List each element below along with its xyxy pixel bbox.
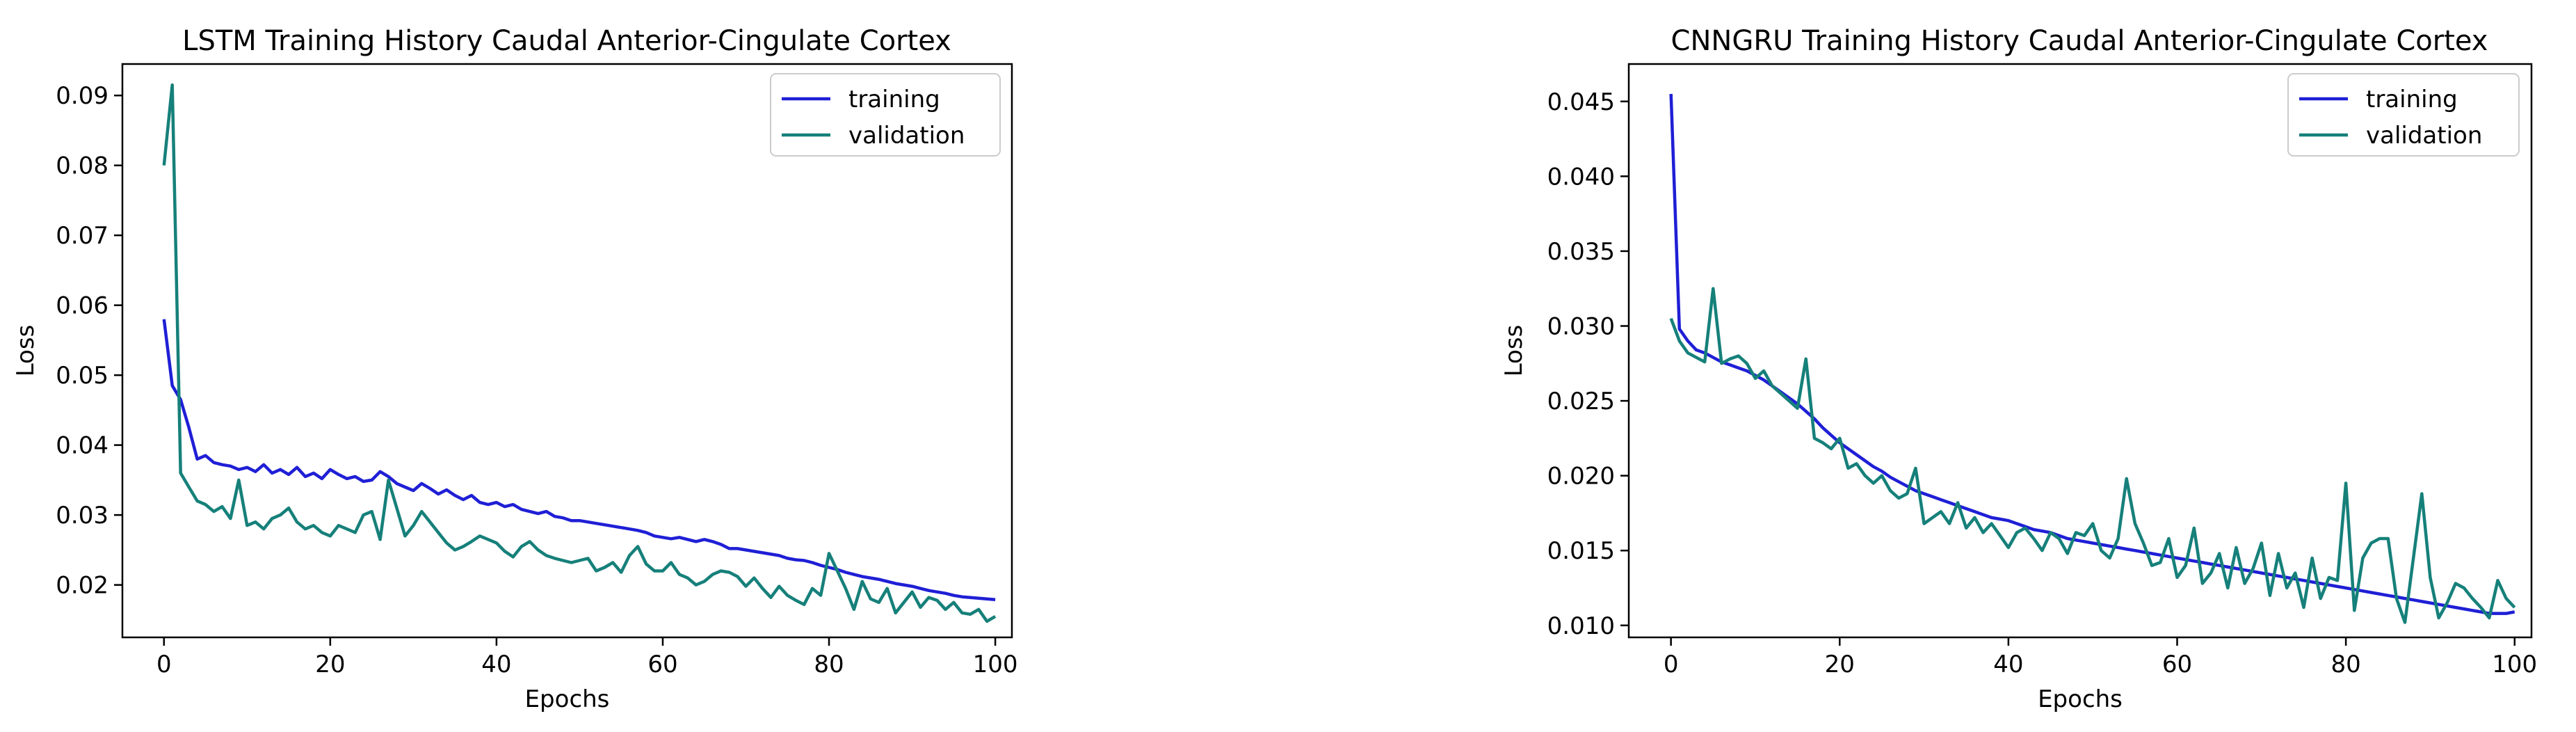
y-tick-label: 0.09 (56, 82, 108, 110)
y-tick-label: 0.03 (56, 502, 108, 530)
y-axis-label: Loss (1500, 325, 1528, 377)
legend-label-training: training (848, 86, 940, 113)
y-tick-label: 0.025 (1547, 388, 1615, 415)
series-line-validation (162, 83, 997, 623)
x-tick-label: 20 (1825, 651, 1855, 678)
y-tick-label: 0.015 (1547, 537, 1615, 565)
y-tick-label: 0.06 (56, 292, 108, 320)
x-tick-label: 80 (814, 651, 844, 678)
legend-label-validation: validation (848, 122, 965, 150)
chart-title: LSTM Training History Caudal Anterior-Ci… (182, 25, 951, 57)
y-tick-label: 0.020 (1547, 463, 1615, 491)
series-line-training (1669, 93, 2515, 615)
chart-cnngru: CNNGRU Training History Caudal Anterior-… (1500, 25, 2537, 713)
x-tick-label: 60 (2162, 651, 2192, 678)
x-tick-label: 100 (2492, 651, 2537, 678)
y-tick-label: 0.045 (1547, 88, 1615, 116)
x-tick-label: 0 (1664, 651, 1679, 678)
y-tick-label: 0.040 (1547, 163, 1615, 191)
y-tick-label: 0.07 (56, 222, 108, 250)
legend-label-training: training (2366, 86, 2458, 113)
x-tick-label: 100 (973, 651, 1018, 678)
y-tick-label: 0.02 (56, 572, 108, 600)
x-tick-label: 40 (1993, 651, 2023, 678)
y-tick-label: 0.04 (56, 432, 108, 460)
y-tick-label: 0.035 (1547, 238, 1615, 266)
y-tick-label: 0.08 (56, 152, 108, 180)
x-tick-label: 0 (156, 651, 172, 678)
x-tick-label: 60 (647, 651, 677, 678)
x-tick-label: 80 (2331, 651, 2360, 678)
legend: training validation (770, 73, 1001, 157)
chart-lstm: LSTM Training History Caudal Anterior-Ci… (12, 25, 1018, 713)
y-axis-label: Loss (12, 325, 40, 377)
y-tick-label: 0.030 (1547, 313, 1615, 341)
chart-title: CNNGRU Training History Caudal Anterior-… (1671, 25, 2488, 57)
series-line-training (162, 319, 996, 601)
y-tick-label: 0.010 (1547, 612, 1615, 640)
x-tick-label: 40 (481, 651, 511, 678)
x-axis-label: Epochs (2038, 685, 2123, 713)
plot-frame (121, 63, 1013, 639)
x-tick-label: 20 (315, 651, 345, 678)
legend: training validation (2287, 73, 2520, 157)
y-tick-label: 0.05 (56, 362, 108, 390)
plot-frame (1627, 63, 2533, 639)
series-line-validation (1669, 287, 2516, 624)
x-axis-label: Epochs (525, 685, 610, 713)
legend-label-validation: validation (2366, 122, 2482, 150)
